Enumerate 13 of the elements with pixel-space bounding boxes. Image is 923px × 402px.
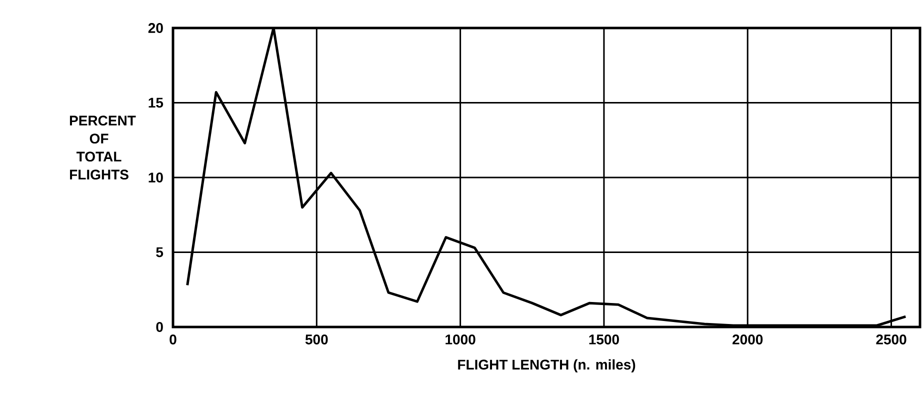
- y-axis-title: PERCENT OF TOTAL FLIGHTS: [70, 116, 136, 180]
- x-tick-label: 2500: [876, 334, 906, 344]
- y-tick-label: 20: [148, 23, 163, 33]
- y-tick-label: 15: [148, 98, 164, 108]
- x-tick-label: 1500: [589, 334, 619, 344]
- x-tick-label: 2000: [732, 334, 763, 344]
- x-axis-title: FLIGHT LENGTH (n. miles): [458, 359, 636, 372]
- y-tick-label: 10: [148, 172, 163, 182]
- x-tick-label: 0: [170, 334, 176, 344]
- x-tick-label: 1000: [446, 334, 476, 344]
- x-tick-label: 500: [305, 334, 328, 344]
- y-tick-label: 5: [156, 247, 164, 258]
- y-tick-label: 0: [156, 322, 163, 332]
